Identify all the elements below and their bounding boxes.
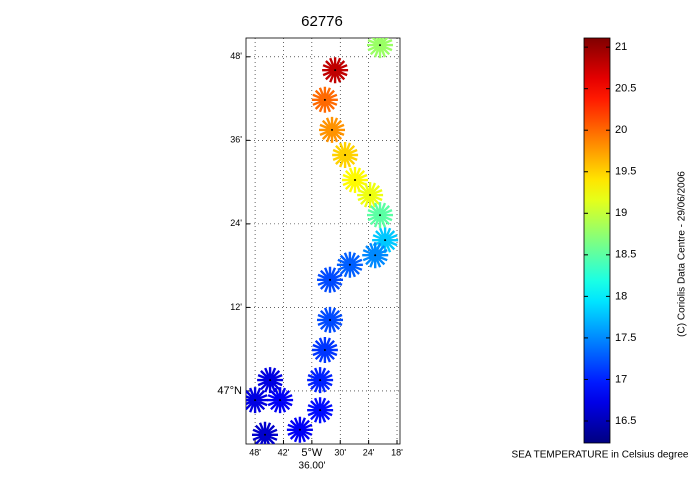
y-tick-label: 47°N: [217, 385, 242, 397]
x-tick-label: 24': [363, 447, 375, 457]
chart-title: 62776: [301, 13, 343, 30]
x-axis-label: 36.00': [299, 461, 326, 472]
track: [246, 38, 399, 444]
observation-center: [354, 179, 357, 182]
observation-center: [319, 409, 322, 412]
observation: [366, 202, 394, 229]
observation-center: [369, 194, 372, 197]
observation: [362, 242, 389, 269]
x-tick-label: 48': [249, 447, 261, 457]
colorbar-tick-label: 17: [615, 373, 627, 385]
y-tick-label: 24': [230, 218, 242, 228]
observation: [316, 266, 344, 293]
observation-center: [348, 263, 351, 266]
observation-center: [279, 399, 282, 402]
observation-center: [378, 44, 381, 47]
observation: [316, 306, 344, 333]
observation-center: [374, 254, 377, 257]
observation: [267, 387, 294, 414]
observation-center: [269, 379, 272, 382]
observation-center: [334, 69, 337, 72]
observation: [257, 367, 284, 394]
observation-center: [378, 214, 381, 217]
colorbar-label: SEA TEMPERATURE in Celsius degree: [512, 450, 689, 461]
credit: (C) Coriolis Data Centre - 29/06/2006: [677, 171, 688, 337]
colorbar: [583, 37, 611, 444]
observation: [307, 397, 334, 424]
observation: [332, 141, 359, 169]
observation: [357, 182, 384, 209]
observation-center: [384, 239, 387, 242]
observation: [246, 387, 269, 414]
observation-center: [323, 98, 326, 101]
observation-center: [264, 433, 267, 436]
observation: [286, 416, 313, 443]
observation: [366, 38, 394, 59]
observation: [311, 336, 338, 364]
y-tick-label: 12': [230, 302, 242, 312]
colorbar-tick-label: 21: [615, 41, 627, 53]
observation: [336, 251, 363, 278]
observation-center: [323, 349, 326, 352]
x-tick-label: 42': [278, 447, 290, 457]
observation-center: [331, 128, 334, 131]
observation: [341, 166, 369, 194]
y-tick-label: 48': [230, 51, 242, 61]
colorbar-tick-label: 18.5: [615, 249, 636, 261]
colorbar-tick-label: 19.5: [615, 166, 636, 178]
observation-center: [329, 278, 332, 281]
observation-center: [298, 428, 301, 431]
colorbar-tick-label: 20: [615, 124, 627, 136]
observation-center: [254, 399, 257, 402]
x-tick-label: 18': [391, 447, 403, 457]
x-tick-label: 30': [334, 447, 346, 457]
colorbar-tick-label: 16.5: [615, 415, 636, 427]
observation: [251, 421, 279, 444]
observation-center: [329, 318, 332, 321]
x-tick-label: 5°W: [301, 447, 323, 459]
colorbar-tick-label: 19: [615, 207, 627, 219]
observation: [318, 116, 346, 143]
observation: [311, 86, 338, 113]
colorbar-tick-label: 20.5: [615, 83, 636, 95]
y-tick-label: 36': [230, 135, 242, 145]
observation: [322, 57, 349, 84]
observation: [307, 367, 334, 394]
observation-center: [319, 379, 322, 382]
colorbar-tick-label: 17.5: [615, 332, 636, 344]
observation-center: [344, 153, 347, 156]
colorbar-tick-label: 18: [615, 290, 627, 302]
